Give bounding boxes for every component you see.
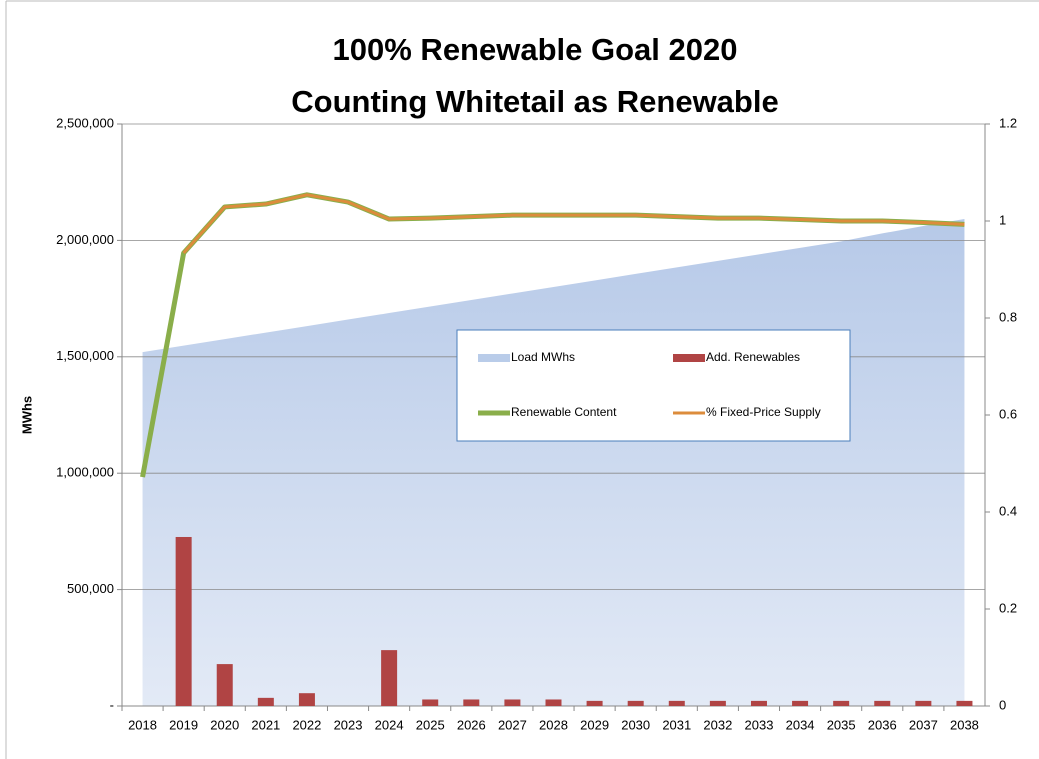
y2-tick-label: 0.4	[999, 503, 1017, 518]
bar	[545, 699, 562, 706]
chart-title: Counting Whitetail as Renewable	[291, 84, 778, 119]
y-axis-label: MWhs	[19, 396, 34, 434]
legend-label: Add. Renewables	[706, 350, 800, 364]
x-tick-label: 2024	[375, 717, 404, 732]
legend-label: Load MWhs	[511, 350, 575, 364]
y2-tick-label: 0.2	[999, 600, 1017, 615]
y-tick-label: 1,000,000	[56, 465, 114, 480]
bar	[956, 700, 973, 706]
bar	[257, 697, 274, 706]
y2-tick-label: 0.6	[999, 406, 1017, 421]
x-tick-label: 2033	[745, 717, 774, 732]
bar	[586, 700, 603, 706]
x-tick-label: 2027	[498, 717, 527, 732]
legend-swatch	[673, 354, 705, 362]
x-tick-label: 2028	[539, 717, 568, 732]
y2-tick-label: 1	[999, 212, 1006, 227]
bar	[709, 700, 726, 706]
bar	[750, 700, 767, 706]
x-tick-label: 2018	[128, 717, 157, 732]
legend-box	[456, 329, 851, 442]
bar	[504, 699, 521, 706]
bar	[833, 700, 850, 706]
bar	[668, 700, 685, 706]
bar	[874, 700, 891, 706]
x-tick-label: 2036	[868, 717, 897, 732]
x-tick-label: 2032	[703, 717, 732, 732]
legend-label: Renewable Content	[511, 405, 617, 419]
x-tick-label: 2029	[580, 717, 609, 732]
bar	[422, 699, 439, 706]
x-tick-label: 2035	[827, 717, 856, 732]
x-tick-label: 2037	[909, 717, 938, 732]
legend-swatch	[478, 354, 510, 362]
bar	[381, 650, 398, 706]
x-tick-label: 2030	[621, 717, 650, 732]
y-tick-label: 1,500,000	[56, 348, 114, 363]
bar	[216, 664, 233, 706]
x-tick-label: 2022	[292, 717, 321, 732]
x-tick-label: 2038	[950, 717, 979, 732]
x-tick-label: 2023	[334, 717, 363, 732]
bar	[175, 536, 192, 706]
area	[142, 218, 965, 706]
y-tick-label: 500,000	[67, 581, 114, 596]
x-tick-label: 2026	[457, 717, 486, 732]
y-tick-label: -	[110, 697, 114, 712]
y-tick-label: 2,500,000	[56, 115, 114, 130]
y2-tick-label: 0	[999, 697, 1006, 712]
bar	[463, 699, 480, 706]
y2-tick-label: 0.8	[999, 309, 1017, 324]
bar	[298, 693, 315, 706]
x-tick-label: 2019	[169, 717, 198, 732]
x-tick-label: 2031	[662, 717, 691, 732]
bar	[915, 700, 932, 706]
x-tick-label: 2020	[210, 717, 239, 732]
chart-title: 100% Renewable Goal 2020	[333, 32, 738, 67]
bar	[792, 700, 809, 706]
x-tick-label: 2034	[786, 717, 815, 732]
x-tick-label: 2025	[416, 717, 445, 732]
legend-label: % Fixed-Price Supply	[706, 405, 821, 419]
y-tick-label: 2,000,000	[56, 232, 114, 247]
line	[182, 193, 965, 255]
bar	[627, 700, 644, 706]
x-tick-label: 2021	[251, 717, 280, 732]
y2-tick-label: 1.2	[999, 115, 1017, 130]
